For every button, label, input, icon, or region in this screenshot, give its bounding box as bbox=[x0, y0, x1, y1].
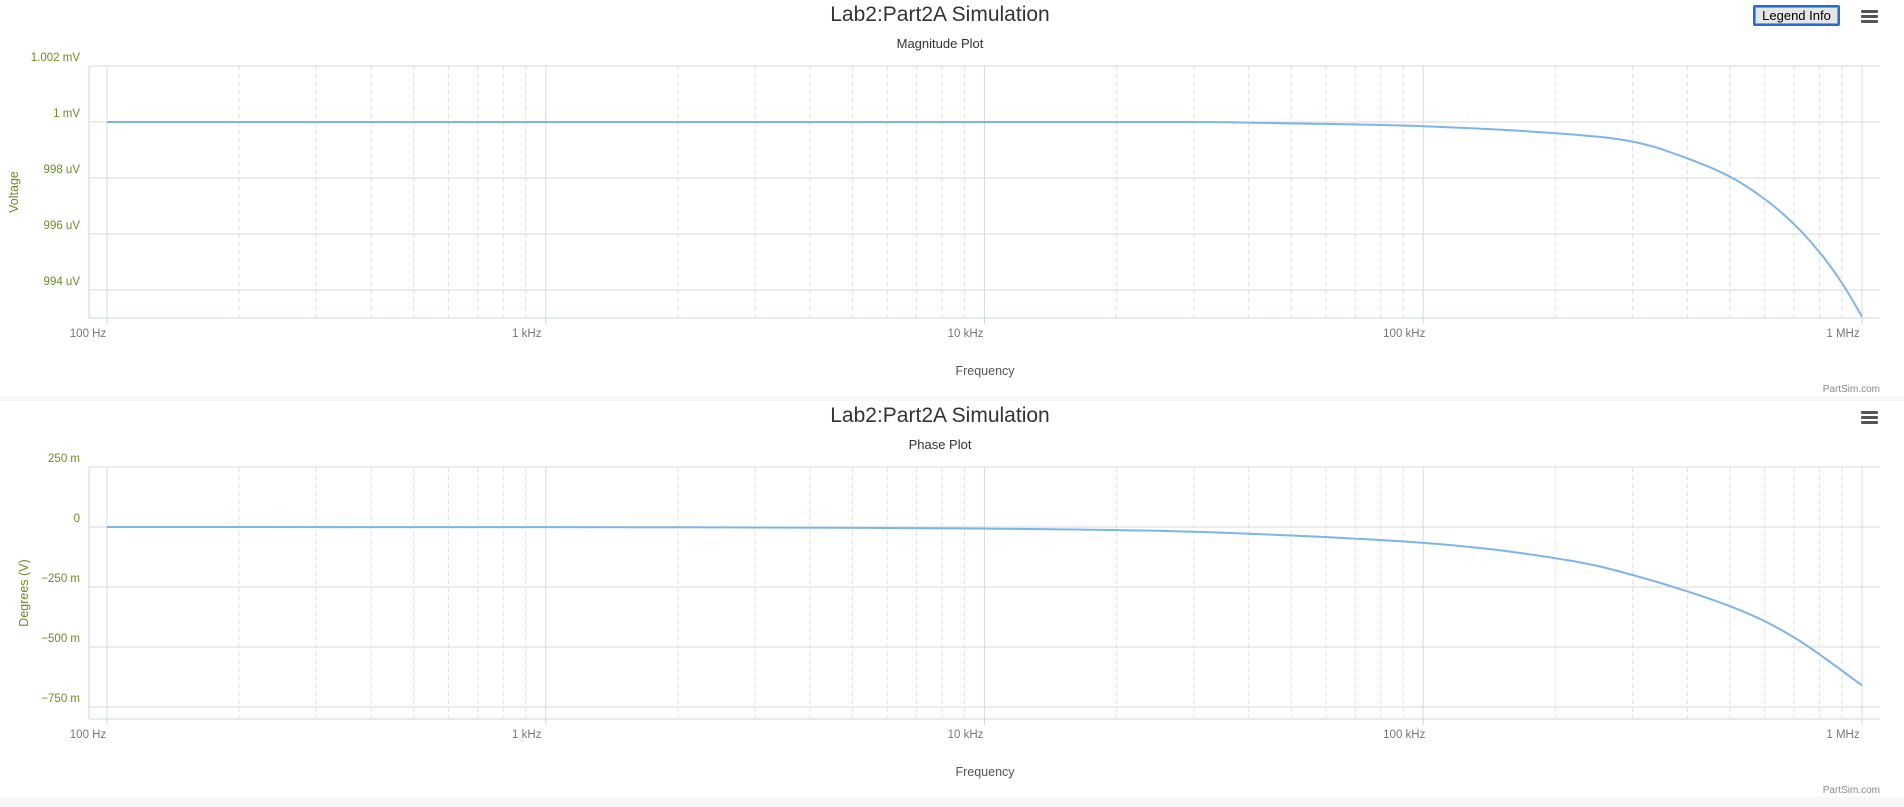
magnitude-x-tick-label: 100 Hz bbox=[70, 328, 107, 340]
phase-x-tick-label: 10 kHz bbox=[948, 729, 984, 741]
phase-y-axis-label: Degrees (V) bbox=[17, 559, 31, 626]
magnitude-menu-icon[interactable] bbox=[1856, 5, 1884, 29]
phase-y-tick-label: 250 m bbox=[48, 453, 80, 465]
phase-chart: 250 m 0 −250 m −500 m −750 m 100 Hz 1 kHz 10 k… bbox=[17, 404, 1880, 796]
phase-x-tick-label: 100 Hz bbox=[70, 729, 107, 741]
phase-chart-title: Lab2:Part2A Simulation bbox=[830, 404, 1049, 427]
phase-x-tick-label: 1 kHz bbox=[512, 729, 542, 741]
legend-info-button[interactable]: Legend Info bbox=[1753, 5, 1840, 26]
phase-y-tick-label: −750 m bbox=[41, 693, 80, 705]
phase-credit: PartSim.com bbox=[1823, 785, 1880, 796]
magnitude-y-tick-label: 1.002 mV bbox=[31, 52, 81, 64]
phase-minor-grid bbox=[238, 467, 1843, 719]
phase-chart-subtitle: Phase Plot bbox=[909, 437, 972, 452]
magnitude-chart-title: Lab2:Part2A Simulation bbox=[830, 3, 1049, 26]
magnitude-y-tick-label: 1 mV bbox=[53, 108, 80, 120]
phase-x-ticks: 100 Hz 1 kHz 10 kHz 100 kHz 1 MHz bbox=[70, 729, 1860, 741]
phase-menu-icon[interactable] bbox=[1856, 406, 1884, 430]
phase-y-tick-label: −250 m bbox=[41, 573, 80, 585]
magnitude-x-tick-label: 10 kHz bbox=[948, 328, 984, 340]
phase-series bbox=[106, 526, 1863, 687]
magnitude-x-tick-label: 1 kHz bbox=[512, 328, 542, 340]
phase-y-ticks: 250 m 0 −250 m −500 m −750 m bbox=[41, 453, 80, 705]
phase-y-tick-label: −500 m bbox=[41, 633, 80, 645]
magnitude-major-grid bbox=[106, 66, 1863, 324]
magnitude-series-line bbox=[107, 120, 1863, 318]
phase-major-grid bbox=[106, 467, 1863, 725]
phase-x-tick-label: 1 MHz bbox=[1826, 729, 1859, 741]
magnitude-series bbox=[107, 120, 1863, 318]
magnitude-y-tick-label: 998 uV bbox=[44, 164, 81, 176]
magnitude-y-tick-label: 996 uV bbox=[44, 220, 81, 232]
magnitude-chart-panel: 1.002 mV 1 mV 998 uV 996 uV 994 uV 100 Hz 1 k… bbox=[0, 0, 1904, 396]
magnitude-chart: 1.002 mV 1 mV 998 uV 996 uV 994 uV 100 Hz 1 k… bbox=[7, 3, 1880, 395]
magnitude-x-axis-label: Frequency bbox=[955, 364, 1015, 378]
magnitude-x-tick-label: 100 kHz bbox=[1383, 328, 1425, 340]
magnitude-y-ticks: 1.002 mV 1 mV 998 uV 996 uV 994 uV bbox=[31, 52, 81, 288]
magnitude-credit: PartSim.com bbox=[1823, 384, 1880, 395]
magnitude-y-tick-label: 994 uV bbox=[44, 276, 81, 288]
magnitude-x-tick-label: 1 MHz bbox=[1826, 328, 1859, 340]
magnitude-y-axis-label: Voltage bbox=[7, 171, 21, 213]
magnitude-x-ticks: 100 Hz 1 kHz 10 kHz 100 kHz 1 MHz bbox=[70, 328, 1860, 340]
phase-series-line bbox=[106, 526, 1863, 687]
phase-x-axis-label: Frequency bbox=[955, 765, 1015, 779]
magnitude-minor-grid bbox=[238, 66, 1843, 318]
magnitude-chart-subtitle: Magnitude Plot bbox=[897, 36, 984, 51]
phase-chart-panel: 250 m 0 −250 m −500 m −750 m 100 Hz 1 kHz 10 k… bbox=[0, 401, 1904, 797]
phase-y-tick-label: 0 bbox=[74, 513, 80, 525]
phase-x-tick-label: 100 kHz bbox=[1383, 729, 1425, 741]
